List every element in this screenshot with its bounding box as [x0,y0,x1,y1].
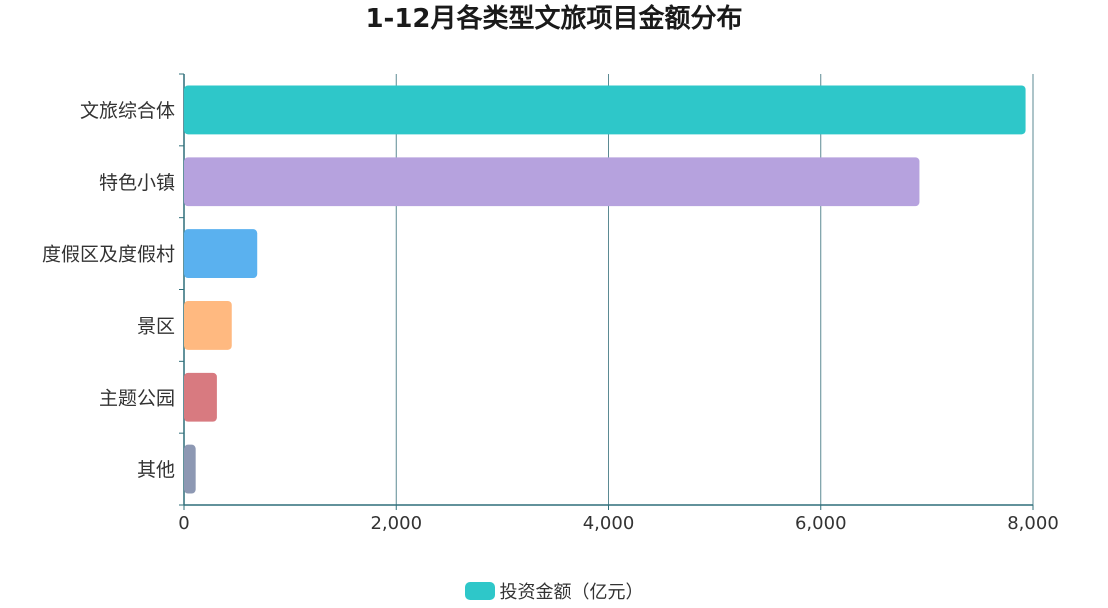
x-tick-label: 4,000 [583,513,635,534]
category-label: 特色小镇 [99,172,175,194]
bar[interactable] [184,444,196,494]
legend[interactable]: 投资金额（亿元） [0,578,1108,604]
bar[interactable] [184,229,258,279]
x-tick-label: 8,000 [1007,513,1059,534]
bar[interactable] [184,157,920,207]
category-label: 主题公园 [99,387,175,409]
category-label: 度假区及度假村 [42,244,175,266]
category-label: 其他 [137,459,175,481]
x-tick-label: 2,000 [370,513,422,534]
category-label: 文旅综合体 [80,100,175,122]
bar[interactable] [184,300,232,350]
chart-title: 1-12月各类型文旅项目金额分布 [365,4,743,34]
category-label: 景区 [137,315,175,337]
x-tick-label: 0 [178,513,189,534]
legend-swatch[interactable] [464,582,495,600]
bar[interactable] [184,372,217,422]
x-tick-label: 6,000 [795,513,847,534]
legend-label[interactable]: 投资金额（亿元） [499,582,644,603]
bar[interactable] [184,85,1026,135]
